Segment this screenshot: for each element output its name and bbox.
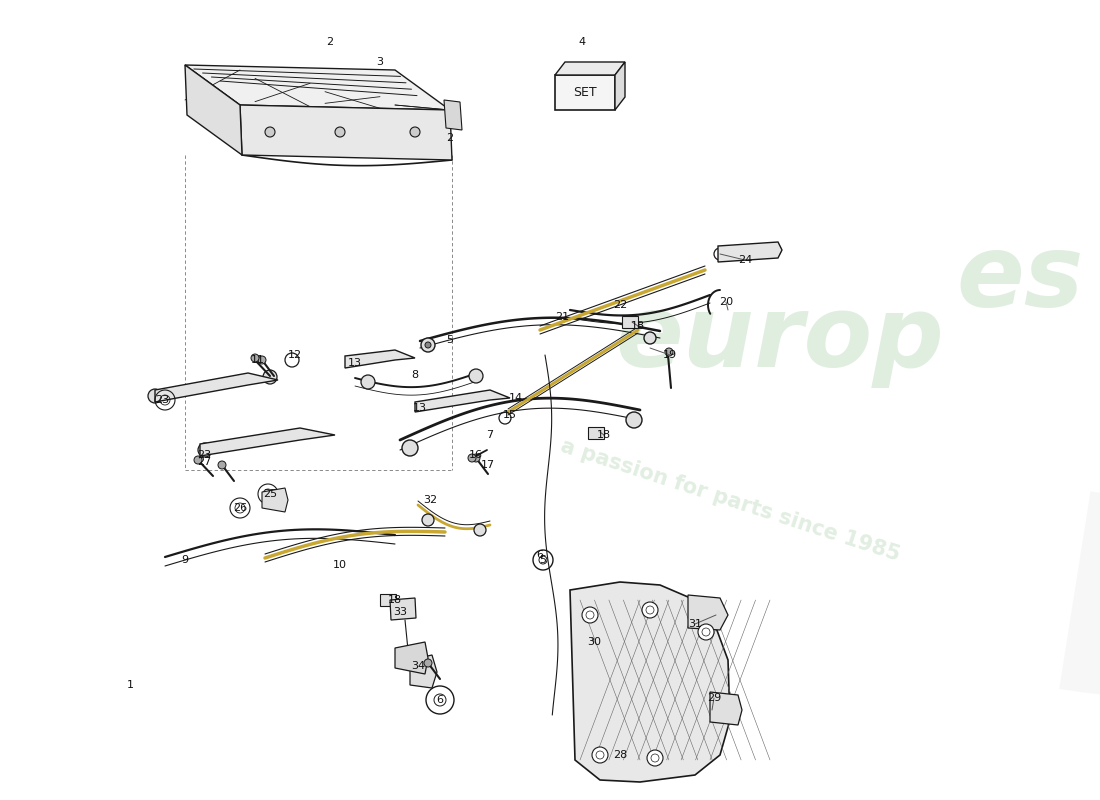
Text: 11: 11	[251, 355, 265, 365]
Polygon shape	[718, 242, 782, 262]
Polygon shape	[556, 62, 625, 75]
Text: 18: 18	[388, 595, 403, 605]
Text: 22: 22	[613, 300, 627, 310]
Circle shape	[474, 524, 486, 536]
Text: 31: 31	[688, 619, 702, 629]
Circle shape	[468, 454, 476, 462]
Polygon shape	[710, 692, 742, 725]
Text: 26: 26	[233, 503, 248, 513]
Text: 9: 9	[182, 555, 188, 565]
Polygon shape	[395, 642, 428, 674]
Circle shape	[469, 369, 483, 383]
Circle shape	[642, 602, 658, 618]
Polygon shape	[556, 75, 615, 110]
Text: 24: 24	[738, 255, 752, 265]
Text: 29: 29	[707, 693, 722, 703]
Text: 15: 15	[503, 410, 517, 420]
Polygon shape	[615, 62, 625, 110]
Polygon shape	[621, 316, 638, 328]
Text: 21: 21	[554, 312, 569, 322]
Text: es: es	[956, 231, 1084, 329]
Circle shape	[410, 127, 420, 137]
Text: 6: 6	[437, 695, 443, 705]
Circle shape	[425, 342, 431, 348]
Polygon shape	[444, 100, 462, 130]
Text: 4: 4	[579, 37, 585, 47]
Polygon shape	[688, 595, 728, 630]
Circle shape	[644, 332, 656, 344]
Text: 6: 6	[537, 550, 543, 560]
Text: 25: 25	[263, 489, 277, 499]
Text: 5: 5	[447, 335, 453, 345]
Text: 33: 33	[393, 607, 407, 617]
Polygon shape	[240, 105, 452, 160]
Polygon shape	[155, 373, 278, 402]
Text: 34: 34	[411, 661, 425, 671]
Text: 10: 10	[333, 560, 346, 570]
Circle shape	[422, 514, 435, 526]
Text: 18: 18	[631, 321, 645, 331]
Polygon shape	[379, 594, 396, 606]
Text: 23: 23	[197, 450, 211, 460]
Text: 28: 28	[613, 750, 627, 760]
Circle shape	[263, 370, 277, 384]
Circle shape	[198, 443, 212, 457]
Polygon shape	[390, 598, 416, 620]
Text: 2: 2	[327, 37, 333, 47]
Circle shape	[472, 454, 480, 462]
Circle shape	[666, 348, 673, 356]
Circle shape	[258, 356, 266, 364]
Polygon shape	[185, 65, 242, 155]
Circle shape	[194, 456, 202, 464]
Polygon shape	[200, 428, 336, 456]
Text: europ: europ	[616, 291, 945, 389]
Text: 27: 27	[197, 457, 211, 467]
Polygon shape	[1059, 0, 1100, 700]
Circle shape	[265, 127, 275, 137]
Text: 32: 32	[422, 495, 437, 505]
Text: 20: 20	[719, 297, 733, 307]
Circle shape	[592, 747, 608, 763]
Circle shape	[647, 750, 663, 766]
Text: 23: 23	[155, 395, 169, 405]
Text: 1: 1	[126, 680, 133, 690]
Polygon shape	[410, 655, 437, 688]
Polygon shape	[570, 582, 730, 782]
Polygon shape	[185, 65, 450, 110]
Circle shape	[424, 659, 432, 667]
Polygon shape	[588, 427, 604, 439]
Text: SET: SET	[573, 86, 597, 99]
Text: 7: 7	[486, 430, 494, 440]
Text: 17: 17	[481, 460, 495, 470]
Text: 8: 8	[411, 370, 419, 380]
Text: 19: 19	[663, 350, 678, 360]
Circle shape	[626, 412, 642, 428]
Text: 16: 16	[469, 450, 483, 460]
Circle shape	[402, 440, 418, 456]
Polygon shape	[345, 350, 415, 368]
Text: a passion for parts since 1985: a passion for parts since 1985	[558, 435, 902, 565]
Text: 13: 13	[412, 403, 427, 413]
Text: 18: 18	[597, 430, 612, 440]
Text: 12: 12	[288, 350, 302, 360]
Text: 3: 3	[376, 57, 384, 67]
Circle shape	[421, 338, 434, 352]
Text: 30: 30	[587, 637, 601, 647]
Circle shape	[218, 461, 226, 469]
Polygon shape	[415, 390, 510, 412]
Circle shape	[148, 389, 162, 403]
Circle shape	[361, 375, 375, 389]
Circle shape	[582, 607, 598, 623]
Circle shape	[336, 127, 345, 137]
Text: 13: 13	[348, 358, 362, 368]
Text: 14: 14	[509, 393, 524, 403]
Circle shape	[698, 624, 714, 640]
Text: 5: 5	[539, 555, 547, 565]
Text: 2: 2	[447, 133, 453, 143]
Polygon shape	[262, 488, 288, 512]
Circle shape	[251, 354, 258, 362]
